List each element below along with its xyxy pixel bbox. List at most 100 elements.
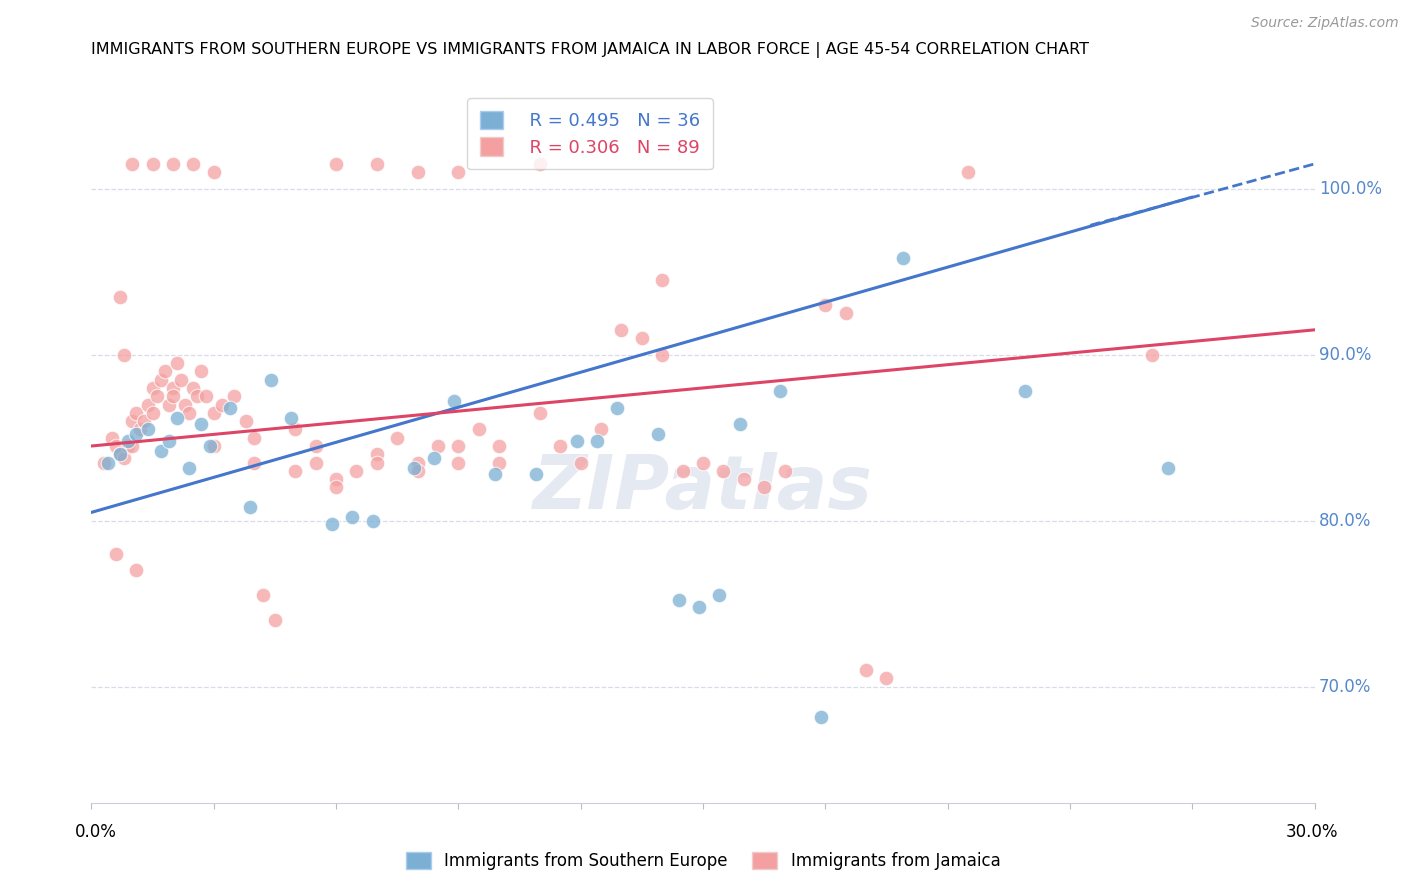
Point [406, 456, 429, 470]
Text: IMMIGRANTS FROM SOUTHERN EUROPE VS IMMIGRANTS FROM JAMAICA IN LABOR FORCE | AGE : IMMIGRANTS FROM SOUTHERN EUROPE VS IMMIG… [91, 42, 1090, 58]
Point [733, 472, 755, 486]
Point [112, 450, 135, 465]
Point [728, 417, 751, 432]
Point [219, 401, 242, 415]
Point [101, 431, 124, 445]
Text: ZIPatlas: ZIPatlas [533, 452, 873, 525]
Point [304, 456, 326, 470]
Point [108, 447, 131, 461]
Point [141, 381, 163, 395]
Point [104, 439, 127, 453]
Point [586, 434, 609, 448]
Point [108, 447, 131, 461]
Point [198, 439, 221, 453]
Point [179, 406, 201, 420]
Point [366, 456, 388, 470]
Point [1157, 460, 1180, 475]
Point [769, 384, 792, 399]
Point [141, 157, 163, 171]
Point [129, 422, 152, 436]
Point [569, 456, 592, 470]
Point [668, 593, 690, 607]
Point [157, 434, 180, 448]
Point [484, 467, 506, 482]
Point [321, 516, 343, 531]
Point [280, 410, 302, 425]
Point [631, 331, 654, 345]
Text: 0.0%: 0.0% [75, 822, 117, 840]
Point [121, 439, 143, 453]
Point [117, 439, 139, 453]
Point [183, 157, 205, 171]
Point [606, 401, 628, 415]
Point [814, 298, 837, 312]
Point [202, 406, 225, 420]
Point [190, 364, 212, 378]
Point [443, 394, 465, 409]
Point [121, 414, 143, 428]
Point [467, 422, 491, 436]
Text: 100.0%: 100.0% [1319, 180, 1382, 198]
Point [194, 389, 217, 403]
Point [174, 397, 197, 411]
Point [488, 439, 510, 453]
Point [93, 456, 115, 470]
Point [125, 564, 148, 578]
Point [239, 500, 262, 515]
Point [647, 427, 669, 442]
Point [891, 252, 914, 266]
Point [138, 422, 160, 436]
Point [97, 456, 120, 470]
Text: 80.0%: 80.0% [1319, 512, 1371, 530]
Point [125, 406, 148, 420]
Point [264, 613, 287, 627]
Point [565, 434, 588, 448]
Point [385, 431, 409, 445]
Point [773, 464, 796, 478]
Point [447, 456, 470, 470]
Point [713, 464, 735, 478]
Point [243, 431, 266, 445]
Point [423, 450, 446, 465]
Point [447, 165, 470, 179]
Point [117, 434, 139, 448]
Point [692, 456, 714, 470]
Point [121, 157, 143, 171]
Point [835, 306, 858, 320]
Point [166, 410, 188, 425]
Point [366, 157, 388, 171]
Point [427, 439, 450, 453]
Point [252, 588, 274, 602]
Point [104, 547, 127, 561]
Point [186, 389, 208, 403]
Point [260, 373, 283, 387]
Point [243, 456, 266, 470]
Text: 90.0%: 90.0% [1319, 346, 1371, 364]
Text: Source: ZipAtlas.com: Source: ZipAtlas.com [1251, 16, 1399, 29]
Point [346, 464, 368, 478]
Point [406, 165, 429, 179]
Point [149, 373, 172, 387]
Point [222, 389, 246, 403]
Text: 30.0%: 30.0% [1285, 822, 1339, 840]
Point [529, 157, 551, 171]
Point [157, 397, 180, 411]
Point [524, 467, 547, 482]
Point [325, 481, 347, 495]
Point [591, 422, 613, 436]
Point [284, 464, 307, 478]
Point [610, 323, 633, 337]
Point [162, 389, 184, 403]
Text: 70.0%: 70.0% [1319, 678, 1371, 696]
Point [153, 364, 176, 378]
Point [651, 273, 673, 287]
Point [162, 157, 184, 171]
Point [672, 464, 695, 478]
Point [325, 472, 347, 486]
Point [550, 439, 572, 453]
Point [1014, 384, 1036, 399]
Point [709, 588, 731, 602]
Point [529, 406, 551, 420]
Point [304, 439, 326, 453]
Point [202, 439, 225, 453]
